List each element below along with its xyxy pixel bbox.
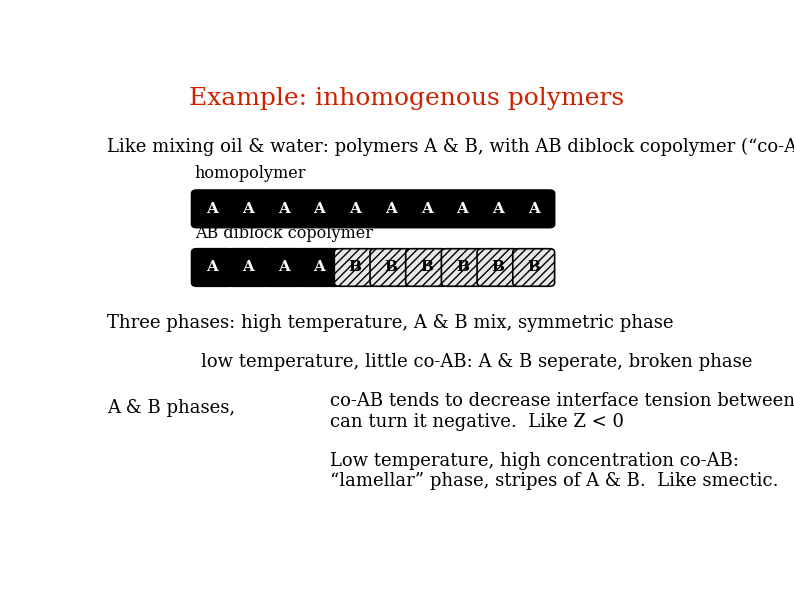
Text: Example: inhomogenous polymers: Example: inhomogenous polymers [189, 87, 625, 111]
Text: A: A [242, 261, 254, 274]
FancyBboxPatch shape [406, 190, 448, 228]
Text: B: B [527, 261, 540, 274]
Text: A: A [349, 202, 361, 216]
FancyBboxPatch shape [370, 190, 412, 228]
FancyBboxPatch shape [299, 249, 341, 286]
FancyBboxPatch shape [441, 249, 484, 286]
FancyBboxPatch shape [441, 190, 484, 228]
Text: B: B [491, 261, 504, 274]
Text: A: A [278, 202, 290, 216]
Text: Like mixing oil & water: polymers A & B, with AB diblock copolymer (“co-AB”): Like mixing oil & water: polymers A & B,… [106, 138, 794, 156]
Text: B: B [420, 261, 433, 274]
FancyBboxPatch shape [299, 190, 341, 228]
FancyBboxPatch shape [370, 249, 412, 286]
FancyBboxPatch shape [477, 249, 519, 286]
FancyBboxPatch shape [334, 190, 376, 228]
FancyBboxPatch shape [227, 190, 269, 228]
Text: A: A [314, 202, 326, 216]
Text: homopolymer: homopolymer [195, 165, 306, 182]
Text: B: B [349, 261, 362, 274]
Text: low temperature, little co-AB: A & B seperate, broken phase: low temperature, little co-AB: A & B sep… [201, 353, 752, 371]
Text: A: A [278, 261, 290, 274]
Text: Three phases: high temperature, A & B mix, symmetric phase: Three phases: high temperature, A & B mi… [106, 314, 673, 332]
Text: A: A [528, 202, 540, 216]
FancyBboxPatch shape [263, 249, 305, 286]
Text: A: A [457, 202, 468, 216]
FancyBboxPatch shape [263, 190, 305, 228]
FancyBboxPatch shape [334, 249, 376, 286]
FancyBboxPatch shape [513, 190, 554, 228]
Text: A & B phases,: A & B phases, [106, 399, 235, 417]
FancyBboxPatch shape [513, 249, 554, 286]
Text: A: A [421, 202, 433, 216]
Text: A: A [206, 202, 218, 216]
Text: co-AB tends to decrease interface tension between
can turn it negative.  Like Z : co-AB tends to decrease interface tensio… [330, 392, 794, 431]
Text: AB diblock copolymer: AB diblock copolymer [195, 225, 372, 242]
FancyBboxPatch shape [477, 190, 519, 228]
Text: A: A [206, 261, 218, 274]
FancyBboxPatch shape [406, 249, 448, 286]
Text: B: B [456, 261, 468, 274]
FancyBboxPatch shape [191, 249, 233, 286]
Text: A: A [314, 261, 326, 274]
FancyBboxPatch shape [227, 249, 269, 286]
Text: A: A [242, 202, 254, 216]
Text: A: A [492, 202, 504, 216]
Text: A: A [385, 202, 397, 216]
Text: B: B [384, 261, 398, 274]
FancyBboxPatch shape [191, 190, 233, 228]
Text: Low temperature, high concentration co-AB:
“lamellar” phase, stripes of A & B.  : Low temperature, high concentration co-A… [330, 452, 778, 490]
